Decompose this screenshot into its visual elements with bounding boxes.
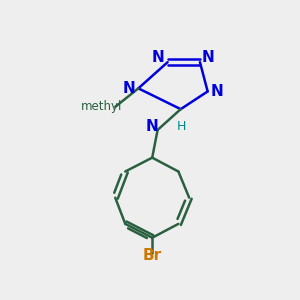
Text: H: H — [177, 120, 186, 134]
Text: N: N — [123, 81, 136, 96]
Text: Br: Br — [142, 248, 162, 263]
Text: N: N — [151, 50, 164, 65]
Text: N: N — [146, 119, 159, 134]
Text: N: N — [201, 50, 214, 65]
Text: methyl: methyl — [81, 100, 122, 113]
Text: N: N — [211, 84, 223, 99]
